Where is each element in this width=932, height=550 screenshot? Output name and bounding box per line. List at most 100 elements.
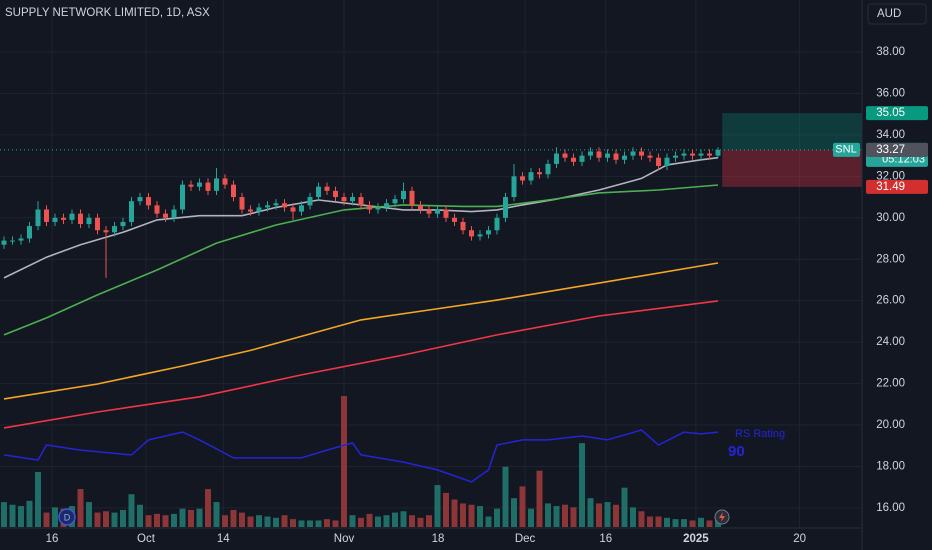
- candle-body: [656, 157, 662, 166]
- volume-bar: [247, 516, 254, 527]
- candle-body: [494, 217, 500, 231]
- candle-body: [60, 217, 66, 220]
- volume-bar: [264, 516, 271, 527]
- candle-body: [715, 149, 721, 156]
- candle-body: [179, 184, 185, 210]
- volume-bar: [698, 517, 705, 527]
- currency-box[interactable]: [867, 3, 927, 25]
- volume-bar: [315, 520, 322, 527]
- volume-bar: [136, 504, 143, 527]
- volume-bar: [366, 513, 373, 527]
- volume-bar: [434, 485, 441, 527]
- volume-bar: [255, 515, 262, 527]
- volume-bar: [221, 515, 228, 527]
- candle-body: [605, 153, 611, 158]
- volume-bar: [196, 508, 203, 527]
- volume-bar: [613, 504, 620, 527]
- volume-bar: [460, 503, 467, 527]
- volume-bar: [332, 520, 339, 527]
- dividend-letter: D: [64, 512, 71, 522]
- volume-bar: [494, 508, 501, 527]
- dividend-icon[interactable]: [58, 508, 76, 526]
- candle-body: [77, 213, 83, 225]
- x-tick-label: 20: [793, 533, 806, 545]
- volume-bar: [102, 511, 109, 527]
- candle-body: [537, 172, 543, 175]
- chart-title: SUPPLY NETWORK LIMITED, 1D, ASX: [5, 7, 210, 19]
- candle-body: [486, 230, 492, 235]
- volume-bar: [596, 503, 603, 527]
- volume-bar: [290, 519, 297, 527]
- volume-bar: [307, 520, 314, 527]
- volume-bar: [706, 520, 713, 527]
- y-tick-label: 16.00: [876, 502, 905, 514]
- candle-body: [299, 205, 305, 212]
- candle-body: [596, 151, 602, 158]
- candle-body: [9, 240, 15, 242]
- volume-bar: [545, 503, 552, 527]
- volume-bar: [204, 489, 211, 527]
- volume-bar: [562, 504, 569, 527]
- candle-body: [477, 234, 483, 237]
- volume-bar: [570, 507, 577, 527]
- candle-body: [588, 151, 594, 156]
- candle-body: [103, 230, 109, 233]
- moving-average: [3, 156, 719, 279]
- stop-tag: [866, 179, 928, 194]
- volume-bar: [324, 519, 331, 527]
- y-tick-label: 30.00: [876, 212, 905, 224]
- stop-label: 31.49: [876, 181, 905, 193]
- candle-body: [256, 207, 262, 212]
- candle-body: [171, 209, 177, 218]
- candle-body: [452, 217, 458, 222]
- price-axis: AUD 16.00 18.00 20.00 22.00 24.00 26.00 28.00 3…: [861, 0, 932, 550]
- candle-body: [239, 197, 245, 210]
- candle-body: [145, 197, 151, 206]
- volume-bar: [17, 506, 24, 527]
- candle-body: [1, 240, 7, 245]
- volume-bar: [604, 502, 611, 527]
- moving-average: [3, 262, 719, 400]
- candle-body: [358, 197, 364, 206]
- candle-body: [460, 221, 466, 231]
- volume-bar: [51, 507, 58, 527]
- candle-body: [401, 190, 407, 200]
- volume-bar: [443, 492, 450, 527]
- candle-body: [681, 153, 687, 156]
- candle-body: [213, 178, 219, 191]
- candle-body: [69, 213, 75, 220]
- candle-body: [707, 153, 713, 156]
- y-tick-label: 20.00: [876, 419, 905, 431]
- volume-bar: [187, 509, 194, 527]
- candle-body: [613, 153, 619, 160]
- y-tick-label: 24.00: [876, 336, 905, 348]
- candle-body: [384, 203, 390, 208]
- x-tick-label: Oct: [137, 533, 156, 545]
- volume-bar: [485, 516, 492, 527]
- volume-bar: [238, 512, 245, 527]
- candle-body: [367, 205, 373, 210]
- volume-bar: [111, 512, 118, 527]
- volume-bar: [426, 515, 433, 527]
- volume-bar: [519, 486, 526, 527]
- x-tick-label: 14: [217, 533, 230, 545]
- volume-bar: [170, 513, 177, 527]
- candle-body: [18, 238, 24, 241]
- volume-bar: [528, 508, 535, 527]
- candle-body: [247, 209, 253, 212]
- volume-bar: [9, 504, 16, 527]
- volume-bar: [664, 517, 671, 527]
- y-tick-label: 32.00: [876, 170, 905, 182]
- volume-bar: [511, 498, 518, 527]
- volume-bar: [638, 511, 645, 527]
- candle-body: [230, 184, 236, 198]
- y-tick-label: 36.00: [876, 87, 905, 99]
- prev-close-label: 33.27: [876, 144, 905, 156]
- target-label: 35.05: [876, 107, 905, 119]
- x-tick-label: Nov: [334, 533, 355, 545]
- candle-body: [43, 209, 49, 222]
- candle-body: [35, 209, 41, 227]
- candle-body: [162, 213, 168, 218]
- volume-bar: [298, 520, 305, 527]
